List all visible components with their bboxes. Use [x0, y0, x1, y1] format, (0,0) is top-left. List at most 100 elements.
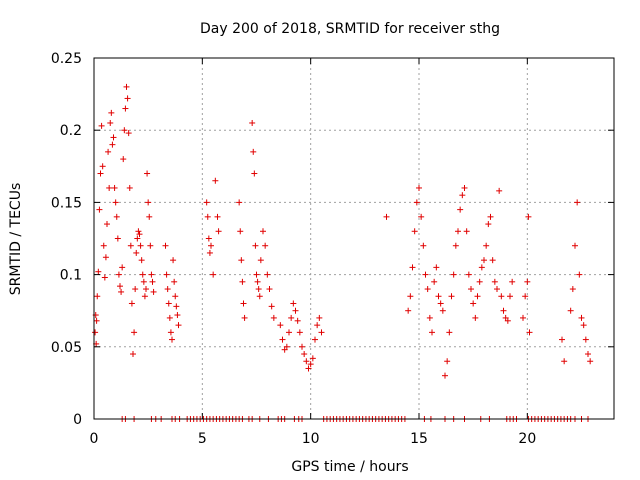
data-point — [567, 307, 574, 314]
data-point — [491, 278, 498, 285]
data-point — [489, 257, 496, 264]
data-point — [118, 288, 125, 295]
data-point — [268, 303, 275, 310]
data-point — [305, 365, 312, 372]
data-point — [266, 286, 273, 293]
data-point — [120, 156, 127, 163]
data-point — [212, 177, 219, 184]
data-point — [115, 271, 122, 278]
data-point — [448, 293, 455, 300]
data-point — [122, 105, 129, 112]
data-point — [299, 343, 305, 350]
tick-labels: 0 5 10 15 20 0 0.05 0.1 0.15 0.2 0.25 — [51, 51, 536, 447]
data-point — [117, 283, 123, 290]
data-point — [286, 329, 292, 336]
data-point — [418, 213, 425, 220]
y-tick-label: 0.2 — [60, 123, 82, 139]
data-point — [279, 336, 286, 343]
data-point — [292, 307, 299, 314]
data-point — [203, 199, 210, 206]
data-point — [485, 221, 492, 228]
data-point — [450, 271, 457, 278]
data-point — [413, 199, 420, 206]
data-point — [131, 329, 138, 336]
data-point — [238, 257, 245, 264]
data-point — [457, 206, 464, 213]
data-point — [145, 199, 152, 206]
data-point — [128, 300, 135, 307]
data-point — [206, 249, 213, 256]
data-point — [569, 286, 576, 293]
data-point — [437, 300, 444, 307]
data-point — [236, 199, 243, 206]
data-point — [208, 242, 214, 249]
data-point — [407, 293, 414, 300]
data-point — [504, 317, 511, 324]
data-point — [125, 130, 132, 137]
data-point — [134, 235, 141, 242]
data-point — [124, 95, 131, 102]
data-point — [487, 213, 494, 220]
data-point — [162, 242, 169, 249]
data-point — [138, 257, 145, 264]
data-point — [210, 271, 217, 278]
data-point — [572, 242, 578, 249]
data-point — [167, 329, 174, 336]
data-point — [250, 148, 257, 155]
x-tick-label: 5 — [198, 431, 207, 447]
data-point — [481, 257, 487, 264]
data-point — [256, 293, 263, 300]
data-point — [144, 170, 151, 177]
data-point — [260, 228, 266, 235]
data-point — [126, 184, 133, 191]
data-point — [262, 242, 269, 249]
data-point — [470, 300, 477, 307]
data-point — [171, 278, 178, 285]
data-point — [205, 235, 212, 242]
x-tick-label: 0 — [90, 431, 99, 447]
data-point — [433, 264, 440, 271]
data-point — [96, 206, 103, 213]
x-tick-label: 15 — [410, 431, 428, 447]
data-point — [585, 351, 591, 358]
y-tick-label: 0.05 — [51, 340, 82, 356]
data-point — [148, 271, 155, 278]
data-point — [405, 307, 412, 314]
data-point — [94, 293, 101, 300]
data-point — [587, 358, 594, 365]
data-point — [452, 242, 459, 249]
data-point — [105, 148, 112, 155]
data-point — [264, 271, 271, 278]
data-point — [106, 184, 113, 191]
data-point — [253, 271, 260, 278]
data-point — [290, 300, 297, 307]
data-point — [140, 278, 147, 285]
data-point — [97, 170, 104, 177]
data-point — [99, 163, 106, 170]
data-point — [147, 242, 154, 249]
data-point — [139, 271, 146, 278]
data-point — [500, 307, 507, 314]
data-point — [288, 314, 295, 321]
data-point — [424, 286, 431, 293]
data-point — [409, 264, 416, 271]
data-point — [283, 343, 290, 350]
data-point — [109, 141, 116, 148]
data-point — [582, 336, 589, 343]
data-point — [135, 228, 142, 235]
data-point — [416, 184, 422, 191]
data-point — [578, 314, 585, 321]
data-point — [240, 300, 247, 307]
axis-ticks — [93, 57, 614, 420]
y-tick-label: 0.25 — [51, 51, 82, 67]
data-point — [294, 317, 301, 324]
data-point — [576, 271, 583, 278]
data-point — [104, 221, 110, 228]
data-point — [237, 228, 244, 235]
data-point — [149, 278, 156, 285]
data-point — [494, 286, 500, 293]
data-point — [559, 336, 565, 343]
data-point — [472, 314, 479, 321]
data-point — [108, 109, 115, 116]
data-point — [241, 314, 248, 321]
